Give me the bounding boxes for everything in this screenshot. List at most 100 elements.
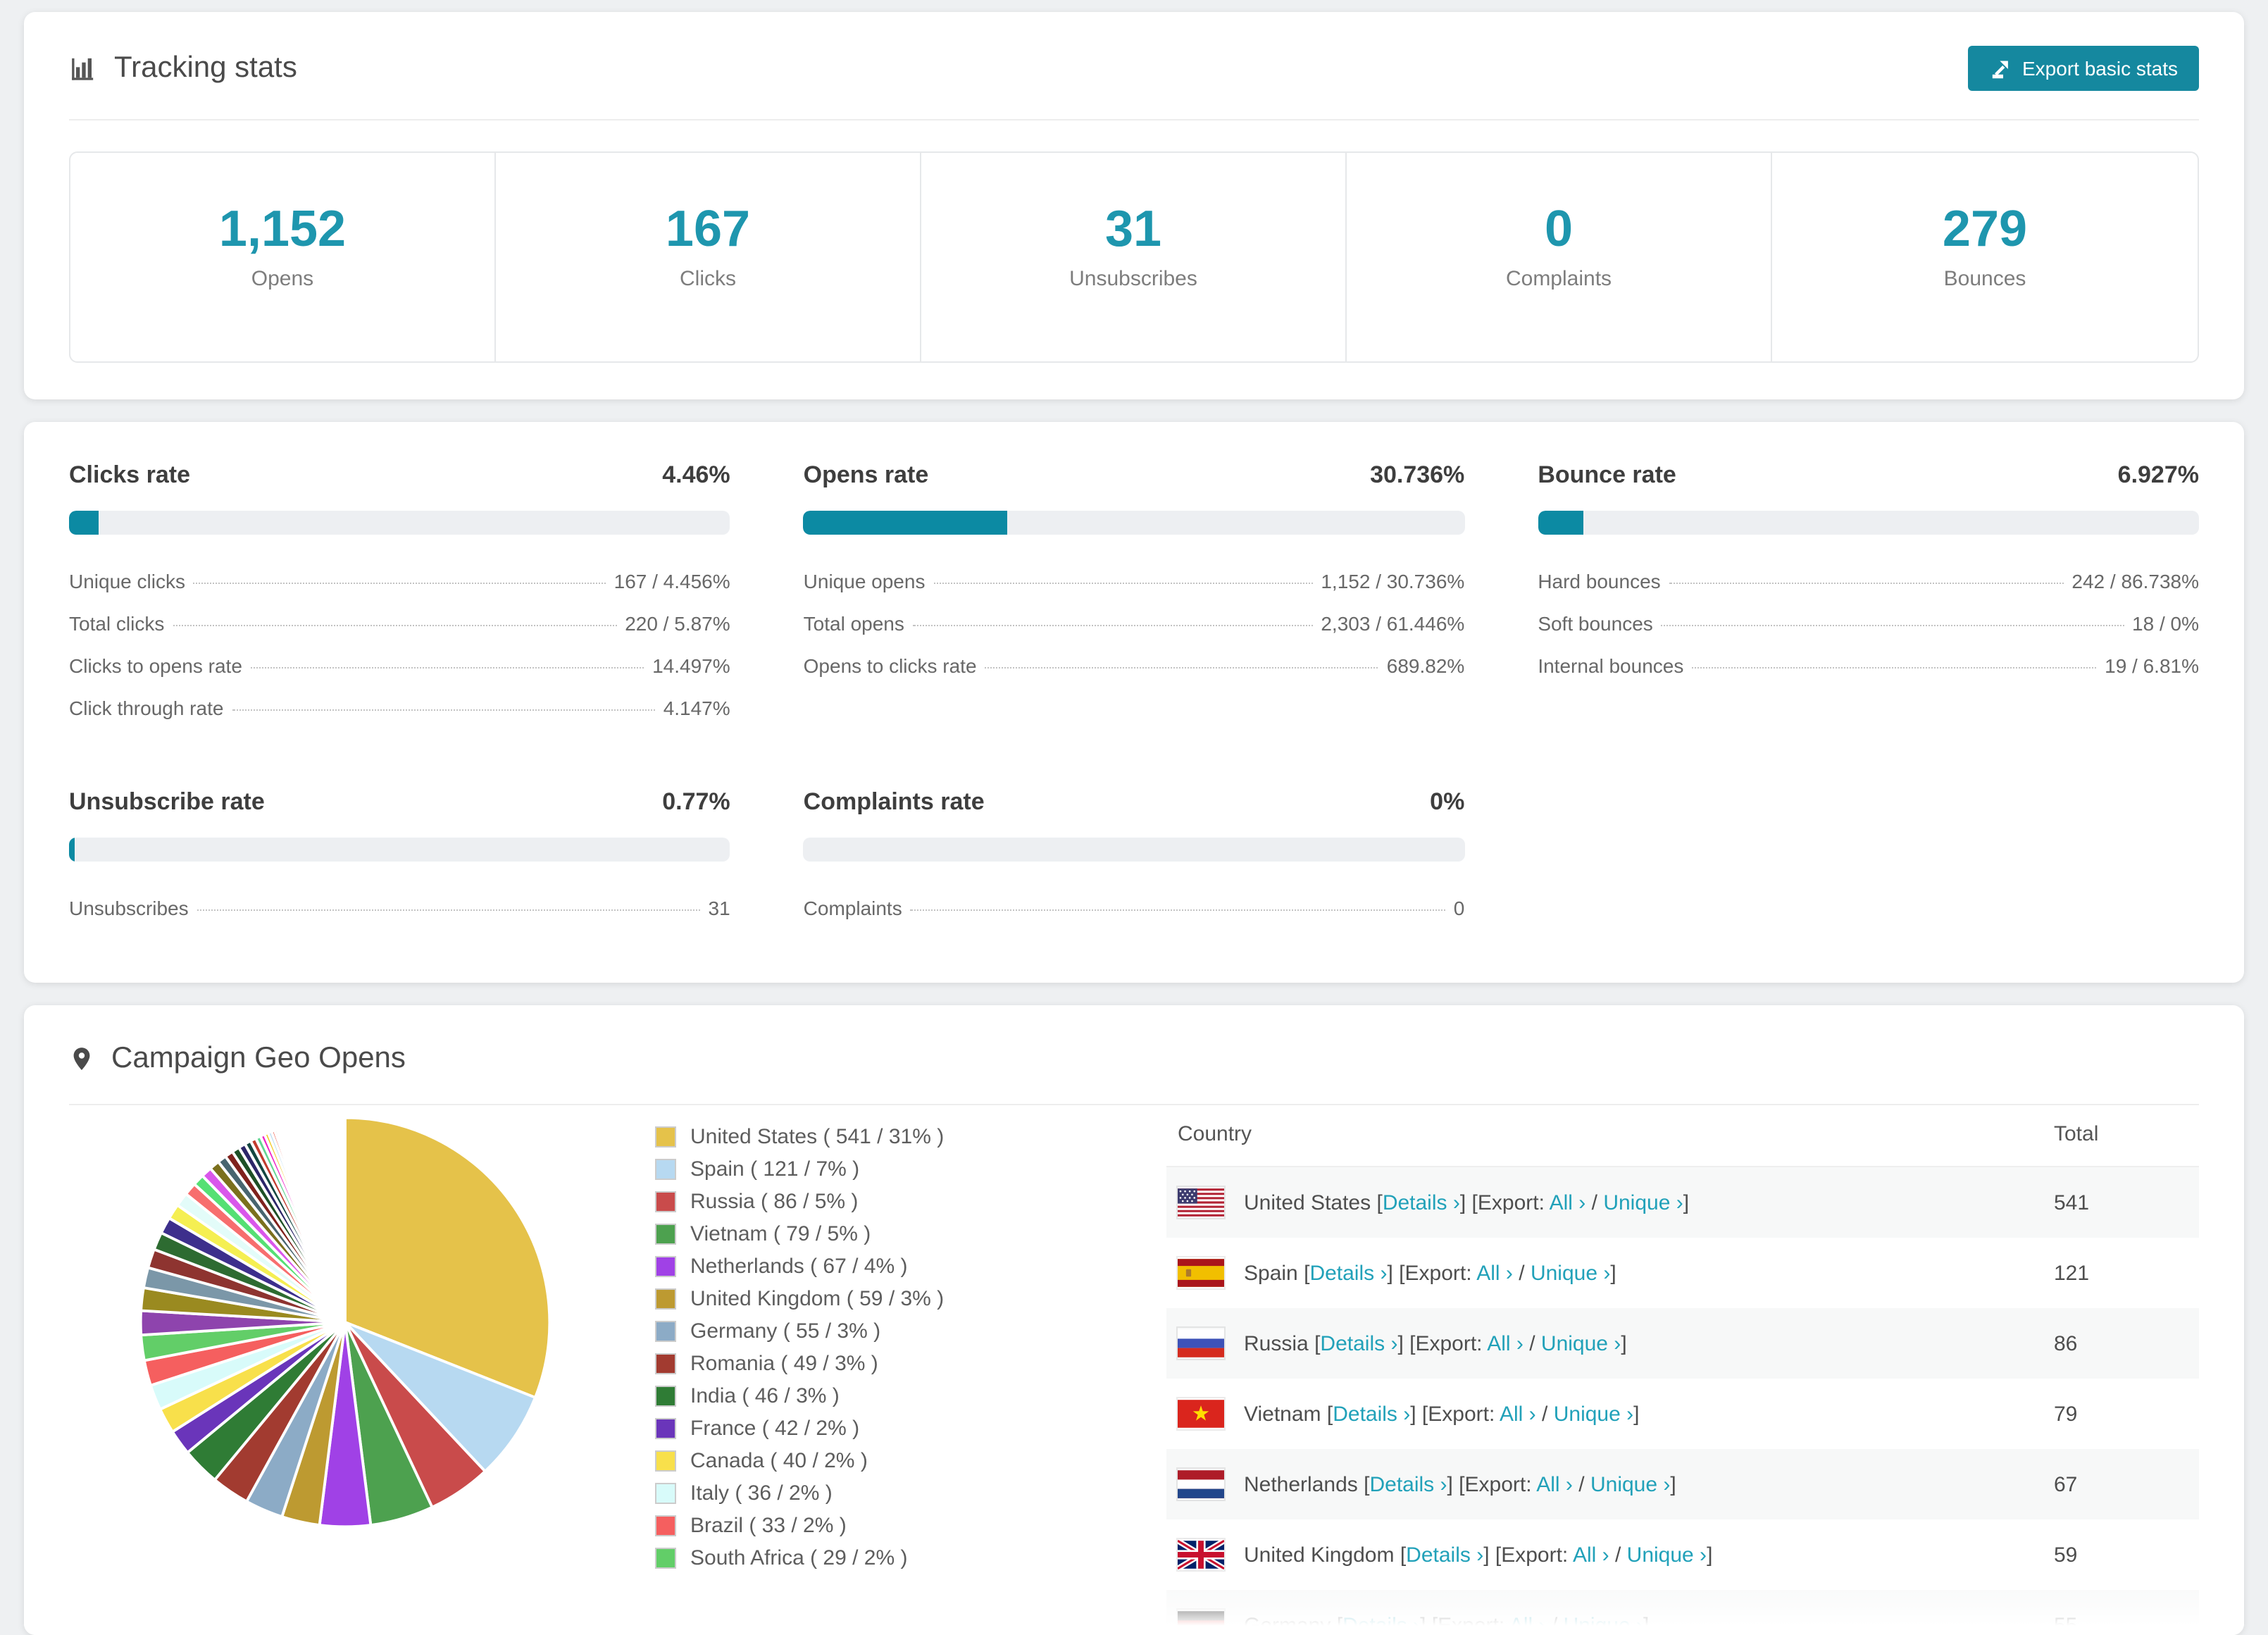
- legend-item: Brazil ( 33 / 2% ): [655, 1514, 1064, 1538]
- export-basic-stats-button[interactable]: Export basic stats: [1967, 46, 2199, 91]
- rate-detail-value: 1,152 / 30.736%: [1321, 570, 1465, 592]
- export-all-link[interactable]: All ›: [1549, 1190, 1586, 1214]
- legend-item: Vietnam ( 79 / 5% ): [655, 1222, 1064, 1246]
- rate-detail-row: Total opens 2,303 / 61.446%: [804, 602, 1465, 645]
- rates-card: Clicks rate 4.46% Unique clicks 167 / 4.…: [24, 422, 2244, 983]
- rate-detail-row: Soft bounces 18 / 0%: [1538, 602, 2199, 645]
- rate-detail-row: Click through rate 4.147%: [69, 687, 730, 729]
- export-all-link[interactable]: All ›: [1572, 1543, 1609, 1567]
- geo-table-header-country: Country: [1166, 1105, 2043, 1167]
- export-prefix: Export:: [1477, 1190, 1550, 1214]
- export-unique-link[interactable]: Unique ›: [1553, 1402, 1634, 1426]
- geo-opens-title: Campaign Geo Opens: [69, 1042, 406, 1076]
- opens-rate-progressbar: [803, 511, 1465, 535]
- dotted-leader: [1692, 667, 2097, 669]
- clicks-rate-title: Clicks rate: [69, 461, 190, 488]
- details-link[interactable]: Details ›: [1382, 1190, 1460, 1214]
- flag-es-icon: [1178, 1257, 1224, 1288]
- export-all-link[interactable]: All ›: [1487, 1331, 1524, 1355]
- export-all-link[interactable]: All ›: [1536, 1472, 1573, 1496]
- export-prefix: Export:: [1404, 1261, 1477, 1285]
- rate-detail-label: Total opens: [803, 612, 904, 635]
- complaints-rate-value: 0%: [1430, 788, 1465, 815]
- legend-item: Russia ( 86 / 5% ): [655, 1190, 1064, 1214]
- country-total: 67: [2054, 1472, 2078, 1496]
- geo-table-header-row: Country Total: [1166, 1105, 2199, 1167]
- export-all-link[interactable]: All ›: [1476, 1261, 1513, 1285]
- flag-de-icon: [1178, 1610, 1224, 1635]
- page: Tracking stats Export basic stats 1,152 …: [0, 12, 2268, 1635]
- export-unique-link[interactable]: Unique ›: [1590, 1472, 1671, 1496]
- unsubscribe-rate-progressbar: [69, 838, 730, 862]
- bounce-rate-title: Bounce rate: [1538, 461, 1676, 488]
- geo-table-row: Vietnam [Details ›] [Export: All › / Uni…: [1166, 1379, 2199, 1449]
- geo-opens-title-text: Campaign Geo Opens: [111, 1042, 406, 1074]
- legend-color-swatch: [655, 1321, 676, 1342]
- rate-detail-row: Hard bounces 242 / 86.738%: [1538, 560, 2199, 602]
- pie-slice[interactable]: [292, 1122, 347, 1324]
- rate-detail-label: Unique opens: [803, 570, 926, 592]
- bounce-rate-panel: Bounce rate 6.927% Hard bounces 242 / 86…: [1538, 461, 2199, 729]
- rate-detail-label: Unique clicks: [69, 570, 185, 592]
- export-prefix: Export:: [1428, 1402, 1500, 1426]
- tracking-stats-title-text: Tracking stats: [114, 51, 297, 84]
- dotted-leader: [250, 667, 644, 669]
- country-cell: Vietnam [Details ›] [Export: All › / Uni…: [1244, 1402, 1640, 1426]
- export-all-link[interactable]: All ›: [1500, 1402, 1536, 1426]
- export-unique-link[interactable]: Unique ›: [1563, 1613, 1643, 1635]
- export-unique-link[interactable]: Unique ›: [1603, 1190, 1683, 1214]
- dotted-leader: [985, 667, 1378, 669]
- export-prefix: Export:: [1438, 1613, 1509, 1635]
- stat-cell-complaints: 0 Complaints: [1347, 153, 1772, 361]
- stat-cell-clicks: 167 Clicks: [496, 153, 921, 361]
- rate-detail-value: 18 / 0%: [2132, 612, 2199, 635]
- details-link[interactable]: Details ›: [1333, 1402, 1411, 1426]
- rate-detail-value: 2,303 / 61.446%: [1321, 612, 1465, 635]
- tracking-stats-title: Tracking stats: [69, 51, 297, 85]
- dotted-leader: [197, 909, 700, 911]
- stat-label: Opens: [251, 267, 314, 291]
- country-total: 121: [2054, 1261, 2090, 1285]
- export-prefix: Export:: [1415, 1331, 1488, 1355]
- details-link[interactable]: Details ›: [1369, 1472, 1447, 1496]
- export-unique-link[interactable]: Unique ›: [1626, 1543, 1707, 1567]
- country-total: 55: [2054, 1613, 2078, 1635]
- unsubscribe-rate-value: 0.77%: [662, 788, 730, 815]
- dotted-leader: [173, 625, 617, 626]
- rate-detail-value: 14.497%: [652, 654, 730, 677]
- rate-detail-value: 220 / 5.87%: [625, 612, 730, 635]
- pie-slice[interactable]: [344, 1321, 537, 1473]
- clicks-rate-value: 4.46%: [662, 461, 730, 488]
- pie-slice[interactable]: [344, 1116, 552, 1399]
- export-unique-link[interactable]: Unique ›: [1540, 1331, 1621, 1355]
- export-all-link[interactable]: All ›: [1509, 1613, 1546, 1635]
- rate-detail-value: 167 / 4.456%: [613, 570, 730, 592]
- country-total: 86: [2054, 1331, 2078, 1355]
- details-link[interactable]: Details ›: [1309, 1261, 1388, 1285]
- rate-detail-label: Hard bounces: [1538, 570, 1661, 592]
- stat-value: 31: [1104, 199, 1162, 257]
- stat-label: Clicks: [680, 267, 736, 291]
- details-link[interactable]: Details ›: [1320, 1331, 1398, 1355]
- geo-pie-chart[interactable]: [134, 1111, 556, 1541]
- export-prefix: Export:: [1501, 1543, 1573, 1567]
- legend-color-swatch: [655, 1450, 676, 1472]
- legend-label: Vietnam ( 79 / 5% ): [690, 1222, 871, 1246]
- dotted-leader: [1669, 583, 2064, 584]
- bounce-rate-value: 6.927%: [2117, 461, 2199, 488]
- country-name: Russia: [1244, 1331, 1309, 1355]
- geo-pie-legend: United States ( 541 / 31% ) Spain ( 121 …: [655, 1125, 1064, 1579]
- rate-detail-label: Opens to clicks rate: [803, 654, 977, 677]
- details-link[interactable]: Details ›: [1342, 1613, 1421, 1635]
- stat-cell-unsubscribes: 31 Unsubscribes: [921, 153, 1347, 361]
- clicks-rate-progress-fill: [69, 511, 99, 535]
- stat-cell-bounces: 279 Bounces: [1772, 153, 2198, 361]
- stat-value: 279: [1942, 199, 2028, 257]
- details-link[interactable]: Details ›: [1406, 1543, 1484, 1567]
- stat-label: Unsubscribes: [1069, 267, 1197, 291]
- legend-color-swatch: [655, 1224, 676, 1245]
- legend-color-swatch: [655, 1418, 676, 1439]
- country-cell: Russia [Details ›] [Export: All › / Uniq…: [1244, 1331, 1627, 1355]
- export-unique-link[interactable]: Unique ›: [1530, 1261, 1611, 1285]
- country-name: Vietnam: [1244, 1402, 1321, 1426]
